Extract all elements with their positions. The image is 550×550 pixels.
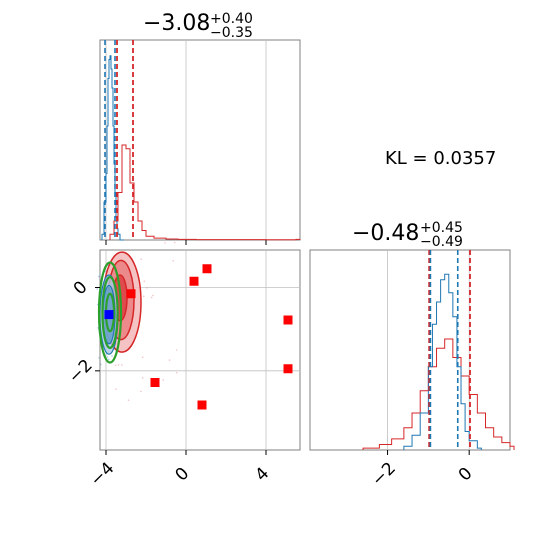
param1-title-sup: +0.40 [210,11,253,27]
scatter-point [175,349,178,351]
param2-title-sub: −0.49 [420,234,463,250]
scatter-point [121,364,123,366]
marker-red-square [283,315,293,325]
histogram-series-red [109,144,301,241]
marker-blue-square [104,310,114,320]
scatter-point [146,287,148,289]
param2-title: −0.48 +0.45 −0.49 [352,220,463,250]
x-tick-label: −4 [87,459,119,491]
scatter-point [98,356,100,359]
scatter-point [127,399,130,401]
marker-red-square [283,364,293,374]
scatter-point [164,241,166,244]
scatter-point [98,275,100,278]
x-tick-label: 4 [252,464,274,486]
param2-title-main: −0.48 [352,221,419,246]
panel-param2-histogram: −2 0 [309,249,515,491]
scatter-point [115,388,117,390]
param1-title-sub: −0.35 [210,25,253,41]
density-contour-green [101,275,119,350]
x-tick-label: 0 [172,464,194,486]
scatter-point [168,359,171,361]
scatter-point [162,379,164,381]
y-tick-label: 0 [70,277,92,299]
scatter-point [140,390,142,393]
panel-param1-histogram [99,39,301,245]
marker-red-square [150,378,160,387]
scatter-point [173,241,176,244]
histogram-series-blue [403,273,482,450]
scatter-point [114,364,117,367]
marker-red-square [126,289,136,299]
scatter-point [175,371,178,374]
scatter-point [152,294,154,297]
marker-red-square [197,400,207,410]
param1-title: −3.08 +0.40 −0.35 [143,11,253,41]
panel-frame [99,39,301,241]
scatter-point [141,377,144,379]
histogram-series-red [362,338,515,450]
scatter-point [108,358,110,361]
scatter-point [140,258,143,261]
scatter-point [96,288,99,290]
scatter-point [143,280,146,283]
scatter-point [150,296,153,299]
scatter-point [117,364,120,366]
scatter-point [141,356,144,359]
scatter-point [106,356,109,358]
scatter-point [100,363,102,366]
panel-frame [309,249,511,451]
marker-red-square [189,276,199,286]
param2-title-sup: +0.45 [420,220,463,236]
scatter-point [142,295,145,298]
scatter-point [99,273,101,276]
marker-red-square [202,264,212,274]
param1-title-main: −3.08 [143,11,210,36]
scatter-point [172,259,175,262]
density-contour-green [97,261,123,364]
scatter-point [111,355,113,357]
y-tick-label: −2 [65,356,97,388]
panel-2d-scatter: −4 0 4 0 −2 [65,241,301,491]
kl-divergence-label: KL = 0.0357 [385,148,496,169]
x-tick-label: −2 [368,459,400,491]
x-tick-label: 0 [455,464,477,486]
